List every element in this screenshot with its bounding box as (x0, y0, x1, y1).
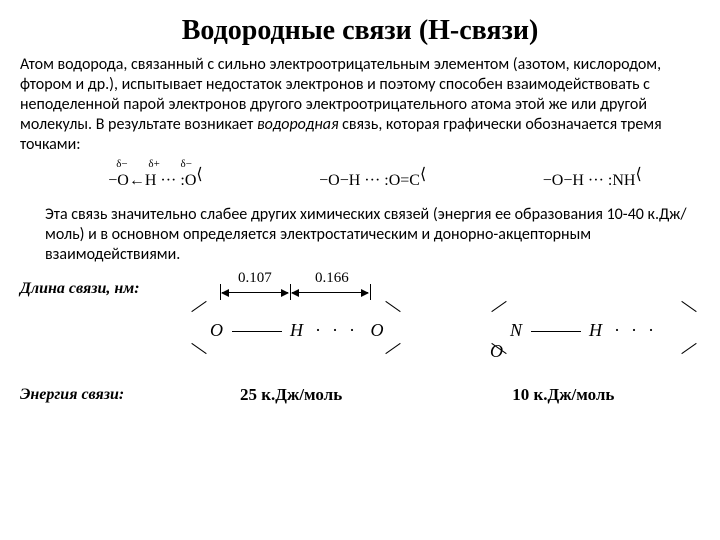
atom-o: O (371, 320, 384, 340)
formula-row: δ− δ+ δ− −O←H ··· :O⟨ −O−H ··· :O=C⟨ −O−… (50, 170, 700, 190)
formula-3: −O−H ··· :NH⟨ (543, 170, 642, 190)
h-bond-dots: · · · (316, 320, 359, 340)
length-val-2: 0.166 (315, 270, 349, 287)
h-bond-dots: · · · (615, 320, 658, 340)
delta-minus: δ− (181, 158, 192, 170)
atom-n: N (510, 320, 522, 340)
formula-1: δ− δ+ δ− −O←H ··· :O⟨ (108, 170, 202, 190)
energy-val-2: 10 к.Дж/моль (512, 385, 614, 405)
atom-o: O (210, 320, 223, 340)
note-paragraph: Эта связь значительно слабее других хими… (45, 205, 700, 265)
formula-2: −O−H ··· :O=C⟨ (319, 170, 426, 190)
delta-minus: δ− (116, 158, 127, 170)
energy-val-1: 25 к.Дж/моль (240, 385, 342, 405)
atom-h: H (290, 320, 303, 340)
delta-plus: δ+ (148, 158, 159, 170)
atom-h: H (589, 320, 602, 340)
page-title: Водородные связи (Н-связи) (20, 15, 700, 47)
main-paragraph: Атом водорода, связанный с сильно электр… (20, 55, 700, 155)
length-val-1: 0.107 (238, 270, 272, 287)
energy-label: Энергия связи: (20, 386, 180, 404)
diagram-section: Длина связи, нм: 0.107 0.166 O H · · · O (20, 280, 700, 405)
length-label: Длина связи, нм: (20, 280, 180, 298)
